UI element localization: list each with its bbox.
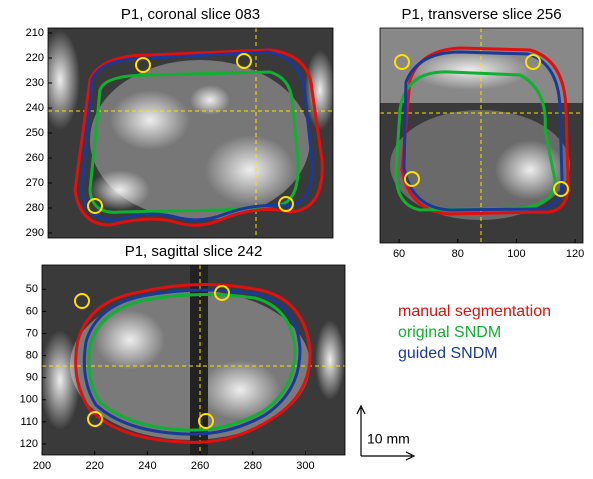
legend-label: manual segmentation bbox=[398, 303, 551, 320]
sagittal-image bbox=[40, 265, 345, 455]
y-tick-label: 230 bbox=[26, 77, 44, 89]
y-tick-label: 90 bbox=[26, 372, 38, 384]
y-tick-label: 210 bbox=[26, 27, 44, 39]
y-tick-label: 260 bbox=[26, 152, 44, 164]
panel-title: P1, sagittal slice 242 bbox=[125, 243, 263, 260]
x-tick-label: 80 bbox=[452, 248, 464, 260]
x-tick-label: 100 bbox=[507, 248, 525, 260]
x-tick-label: 200 bbox=[33, 460, 51, 472]
y-tick-label: 220 bbox=[26, 52, 44, 64]
coronal-image bbox=[40, 28, 335, 238]
x-tick-label: 60 bbox=[393, 248, 405, 260]
panel-title: P1, transverse slice 256 bbox=[401, 6, 561, 23]
y-tick-label: 240 bbox=[26, 102, 44, 114]
x-tick-label: 300 bbox=[296, 460, 314, 472]
x-tick-label: 120 bbox=[566, 248, 584, 260]
y-tick-label: 290 bbox=[26, 227, 44, 239]
legend-label: original SNDM bbox=[398, 324, 501, 341]
x-tick-label: 220 bbox=[86, 460, 104, 472]
y-tick-label: 250 bbox=[26, 127, 44, 139]
figure: 10 mm P1, coronal slice 083 210 220 230 240 2… bbox=[0, 0, 593, 479]
y-tick-label: 120 bbox=[20, 438, 38, 450]
y-tick-label: 110 bbox=[20, 416, 38, 428]
y-tick-label: 270 bbox=[26, 177, 44, 189]
y-tick-label: 100 bbox=[20, 394, 38, 406]
transverse-image bbox=[380, 28, 583, 243]
x-tick-label: 280 bbox=[244, 460, 262, 472]
x-tick-label: 240 bbox=[138, 460, 156, 472]
panel-title: P1, coronal slice 083 bbox=[121, 6, 260, 23]
scale-bar-label: 10 mm bbox=[367, 431, 410, 447]
y-tick-label: 50 bbox=[26, 283, 38, 295]
y-tick-label: 280 bbox=[26, 202, 44, 214]
y-tick-label: 70 bbox=[26, 327, 38, 339]
x-tick-label: 260 bbox=[191, 460, 209, 472]
y-tick-label: 60 bbox=[26, 305, 38, 317]
y-tick-label: 80 bbox=[26, 349, 38, 361]
legend-label: guided SNDM bbox=[398, 345, 498, 362]
